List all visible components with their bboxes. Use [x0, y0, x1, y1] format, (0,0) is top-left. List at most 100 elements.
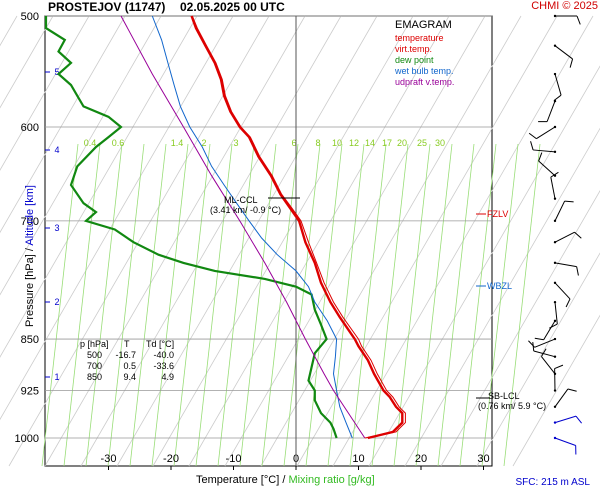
- mixing-ratio-line: [481, 143, 519, 467]
- copyright: CHMI © 2025: [531, 0, 598, 12]
- wind-barb-station: [553, 389, 557, 392]
- dry-adiabat-line: [0, 15, 90, 171]
- ml-ccl-detail: (3.41 km/ -0.9 °C): [210, 205, 282, 215]
- legend-virt-temp: virt.temp.: [395, 44, 433, 54]
- table-header-cell: T: [124, 339, 130, 349]
- wind-barb-flag: [576, 15, 581, 25]
- temperature-tick-label: -20: [163, 453, 179, 465]
- mixing-ratio-label: 10: [332, 138, 342, 148]
- mixing-ratio-line: [305, 143, 343, 467]
- mixing-ratio-line: [393, 143, 431, 467]
- wind-barb-station: [553, 99, 557, 103]
- mixing-ratio-line: [129, 143, 167, 467]
- legend-dew-point: dew point: [395, 55, 434, 65]
- mixing-ratio-line: [195, 143, 233, 467]
- wind-barb-station: [553, 219, 557, 223]
- wind-barb-flag: [564, 200, 574, 203]
- pressure-tick-label: 700: [21, 216, 39, 228]
- table-header-cell: Td [°C]: [146, 339, 175, 349]
- wind-barb-flag: [574, 231, 582, 239]
- mixing-ratio-line: [415, 143, 453, 467]
- wind-barb-flag: [569, 58, 574, 68]
- table-row: 850 9.4 4.9: [80, 372, 186, 383]
- pressure-tick-label: 925: [21, 386, 39, 398]
- mixing-ratio-line: [217, 143, 255, 467]
- ml-ccl-label: ML-CCL: [224, 195, 258, 205]
- altitude-tick-label: 2: [54, 297, 59, 307]
- dry-adiabat-line: [476, 252, 600, 467]
- table-cell: 4.9: [161, 372, 174, 382]
- table-cell: 9.4: [123, 372, 136, 382]
- temperature-axis-label: Temperature [°C]: [196, 474, 280, 486]
- table-cell: 700: [86, 361, 102, 371]
- datetime: 02.05.2025 00 UTC: [180, 0, 285, 14]
- mixing-ratio-label: 12: [349, 138, 359, 148]
- mixing-ratio-line: [41, 143, 79, 467]
- series-line-dew-point: [44, 16, 338, 439]
- wind-barb-staff: [554, 200, 566, 222]
- wind-barb-staff: [550, 177, 556, 199]
- pressure-axis-label: Pressure [hPa]: [24, 254, 36, 327]
- legend-title: EMAGRAM: [395, 19, 452, 31]
- mixing-ratio-line: [327, 143, 365, 467]
- mixing-ratio-label: 14: [365, 138, 375, 148]
- series-line-virt-temp-: [191, 15, 406, 439]
- dry-adiabat-line: [404, 127, 600, 467]
- wind-barb-flag: [550, 171, 559, 178]
- table-cell: -16.7: [115, 350, 136, 360]
- altitude-tick-label: 5: [54, 67, 59, 77]
- table-cell: 500: [86, 350, 102, 360]
- pressure-tick-label: 600: [21, 122, 39, 134]
- wind-barb-staff: [533, 350, 556, 358]
- dry-adiabat-line: [440, 190, 600, 467]
- wind-barb-staff: [534, 338, 556, 348]
- wind-barb-station: [553, 319, 557, 323]
- table-cell: 0.5: [123, 361, 136, 371]
- wind-barb-staff: [554, 282, 571, 300]
- mixing-ratio-label: 17: [382, 138, 392, 148]
- mixing-ratio-line: [107, 143, 145, 467]
- wind-barb-flag: [567, 388, 577, 392]
- wind-barb-station: [553, 14, 557, 18]
- mixing-ratio-label: 3: [233, 138, 238, 148]
- wind-barb-station: [553, 421, 557, 424]
- mixing-ratio-label: 0.4: [84, 138, 97, 148]
- mixing-axis-label: Mixing ratio [g/kg]: [288, 474, 375, 486]
- wind-barb-staff: [546, 100, 556, 122]
- sb-lcl-label: SB-LCL: [488, 391, 520, 401]
- mixing-ratio-line: [371, 143, 409, 467]
- legend-updraft: udpraft v.temp.: [395, 77, 455, 87]
- wind-barb-staff: [554, 45, 573, 60]
- dry-adiabat-line: [260, 15, 522, 467]
- dry-adiabat-line: [0, 15, 126, 234]
- pressure-tick-label: 850: [21, 334, 39, 346]
- y-axis-label: Pressure [hPa] / Altitude [km]: [24, 156, 36, 356]
- dry-adiabat-line: [80, 15, 342, 467]
- fzlv-label: FZLV: [487, 209, 509, 219]
- dry-adiabat-line: [152, 15, 414, 467]
- x-axis-label: Temperature [°C] / Mixing ratio [g/kg]: [196, 474, 375, 486]
- temperature-tick-label: 20: [415, 453, 427, 465]
- wind-barb-staff: [554, 437, 576, 446]
- axis-sep: /: [282, 474, 286, 486]
- mixing-ratio-label: 0.6: [112, 138, 125, 148]
- altitude-tick-label: 4: [54, 145, 59, 155]
- dry-adiabat-line: [0, 15, 54, 109]
- temperature-tick-label: -30: [101, 453, 117, 465]
- temperature-tick-label: -10: [226, 453, 242, 465]
- legend: EMAGRAM temperature virt.temp. dew point…: [395, 20, 454, 88]
- wind-barb-station: [553, 355, 557, 358]
- table-cell: -33.6: [153, 361, 174, 371]
- pressure-tick-label: 1000: [15, 433, 39, 445]
- mixing-ratio-line: [173, 143, 211, 467]
- wind-barb-flag: [554, 364, 564, 370]
- wind-barb-staff: [541, 356, 556, 375]
- mixing-ratio-label: 20: [397, 138, 407, 148]
- pressure-tick-label: 500: [21, 11, 39, 23]
- wind-barb-station: [553, 261, 557, 265]
- wind-barb-station: [553, 241, 557, 244]
- wbzl-label: WBZL: [487, 281, 513, 291]
- wind-barb-staff: [554, 73, 562, 96]
- wind-barb-flag: [553, 94, 562, 102]
